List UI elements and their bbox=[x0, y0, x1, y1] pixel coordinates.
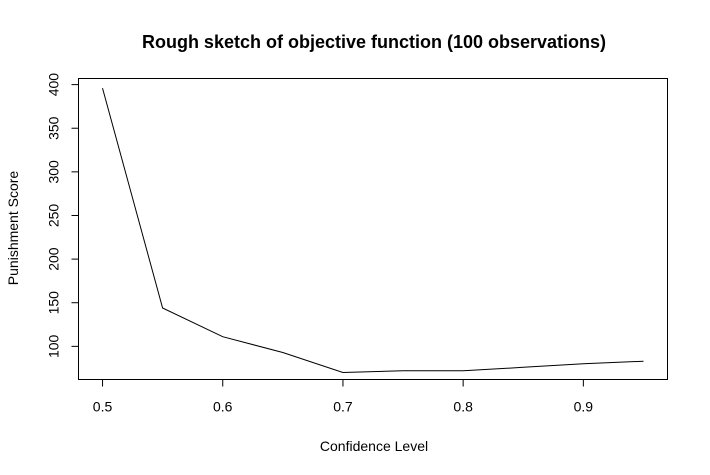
series-layer bbox=[102, 87, 644, 374]
y-tick-label: 350 bbox=[46, 116, 62, 140]
y-axis: 100 150 200 250 300 350 400 bbox=[46, 73, 79, 358]
y-tick-label: 250 bbox=[46, 204, 62, 228]
y-tick-label: 100 bbox=[46, 334, 62, 358]
x-axis: 0.5 0.6 0.7 0.8 0.9 bbox=[93, 379, 594, 415]
series-line bbox=[102, 87, 644, 374]
plot-frame bbox=[78, 78, 668, 380]
y-axis-label: Punishment Score bbox=[5, 171, 21, 286]
chart-title: Rough sketch of objective function (100 … bbox=[142, 32, 606, 52]
y-tick-label: 150 bbox=[46, 291, 62, 315]
x-tick-label: 0.6 bbox=[213, 399, 233, 415]
x-tick-label: 0.8 bbox=[453, 399, 473, 415]
y-tick-label: 200 bbox=[46, 247, 62, 271]
x-tick-label: 0.9 bbox=[574, 399, 594, 415]
x-tick-label: 0.7 bbox=[333, 399, 353, 415]
x-axis-label: Confidence Level bbox=[320, 438, 428, 454]
x-tick-label: 0.5 bbox=[93, 399, 113, 415]
y-tick-label: 300 bbox=[46, 160, 62, 184]
y-tick-label: 400 bbox=[46, 73, 62, 97]
